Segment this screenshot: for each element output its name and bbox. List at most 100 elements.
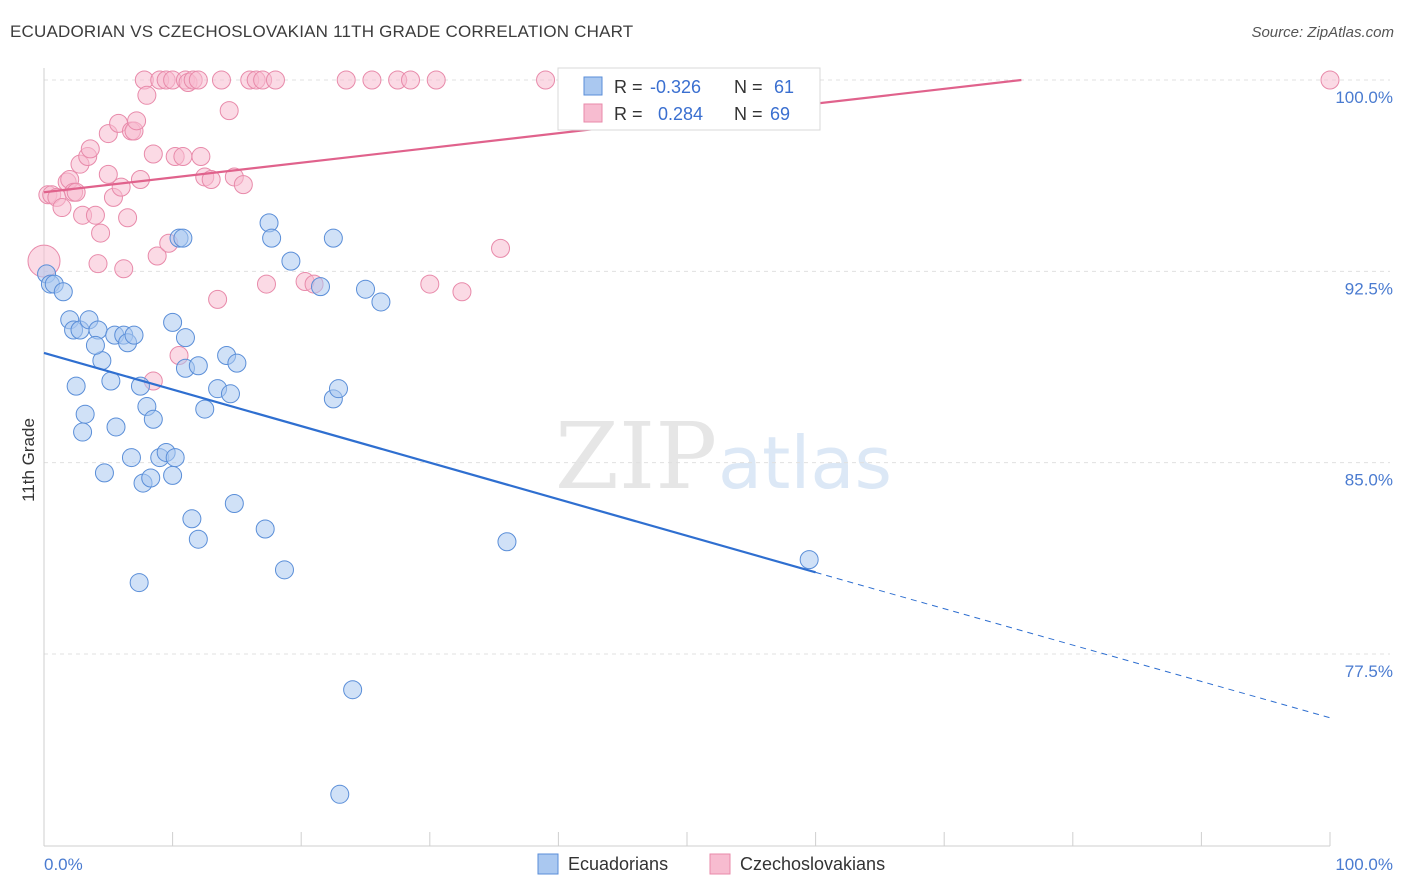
ecuadorians-point (227, 353, 247, 373)
ecuadorians-point (356, 279, 375, 299)
czechoslovakians-point (173, 147, 193, 167)
czechoslovakians-point (426, 70, 446, 90)
ecuadorians-point (106, 417, 126, 437)
czechoslovakians-point (143, 144, 163, 164)
czechoslovakians-point (452, 282, 472, 302)
czechoslovakians-point (85, 205, 105, 225)
czechoslovakians-point (127, 111, 147, 131)
czechoslovakians-point (52, 198, 72, 218)
ecuadorians-point (163, 465, 183, 485)
stats-n-ecuadorians: 61 (774, 77, 794, 97)
czechoslovakians-point (233, 175, 253, 195)
czechoslovakians-point (111, 177, 131, 197)
ecuadorians-point (262, 228, 282, 248)
ecuadorians-point (173, 228, 193, 248)
y-axis-label: 11th Grade (19, 418, 38, 502)
czechoslovakians-point (336, 70, 356, 90)
trend-lines (43, 78, 1331, 719)
ecuadorians-point (310, 277, 330, 297)
ecuadorians-point (163, 312, 183, 332)
stats-swatch-czechoslovakians (583, 103, 603, 123)
ecuadorians-point (175, 328, 195, 348)
ecuadorians-point (141, 468, 161, 488)
ecuadorians-point (53, 282, 73, 302)
czechoslovakians-point (219, 101, 239, 121)
czechoslovakians-trend-line (43, 78, 1022, 194)
y-tick-labels: 100.0% 92.5% 85.0% 77.5% (1335, 88, 1393, 681)
ecuadorians-point (371, 292, 391, 312)
ecuadorians-point (66, 376, 86, 396)
stats-r-czechoslovakians: 0.284 (658, 104, 703, 124)
czechoslovakians-point (147, 246, 167, 266)
stats-box: R = -0.326 N = 61 R = 0.284 N = 69 (557, 67, 821, 131)
czechoslovakians-point (118, 208, 138, 228)
y-tick-label-2: 85.0% (1345, 471, 1393, 490)
ecuadorians-point (94, 463, 114, 483)
legend-swatch-czechoslovakians (709, 853, 731, 875)
ecuadorians-point (281, 251, 301, 271)
y-tick-label-1: 92.5% (1345, 279, 1393, 298)
chart-title: ECUADORIAN VS CZECHOSLOVAKIAN 11TH GRADE… (10, 22, 634, 41)
stats-n-label-ecuadorians: N = (734, 77, 763, 97)
watermark-zip: ZIP (555, 403, 717, 510)
y-tick-label-3: 77.5% (1345, 662, 1393, 681)
ecuadorians-point (195, 399, 215, 419)
ecuadorians-point (799, 550, 819, 570)
ecuadorians-point (129, 573, 149, 593)
czechoslovakians-point (265, 70, 285, 90)
legend-swatch-ecuadorians (537, 853, 559, 875)
czechoslovakians-point (88, 254, 108, 274)
ecuadorians-point (274, 560, 294, 580)
ecuadorians-point (328, 379, 348, 399)
czechoslovakians-point (256, 274, 276, 294)
stats-swatch-ecuadorians (583, 76, 603, 96)
ecuadorians-point (220, 384, 240, 404)
stats-r-label-czechoslovakians: R = (614, 104, 643, 124)
legend: Ecuadorians Czechoslovakians (537, 853, 885, 875)
czechoslovakians-point (80, 139, 100, 159)
czechoslovakians-point (201, 169, 221, 189)
source-credit: Source: ZipAtlas.com (1251, 24, 1394, 41)
ecuadorians-point (75, 404, 95, 424)
ecuadorians-point (143, 409, 163, 429)
ecuadorians-point (224, 493, 244, 513)
czechoslovakians-point (208, 289, 228, 309)
ecuadorians-trend-extension (815, 571, 1331, 719)
x-tick-marks (43, 832, 1331, 846)
watermark: ZIP atlas (555, 403, 892, 510)
legend-label-ecuadorians: Ecuadorians (568, 854, 668, 874)
stats-r-ecuadorians: -0.326 (650, 77, 701, 97)
czechoslovakians-point (401, 70, 421, 90)
x-tick-label-max: 100.0% (1335, 855, 1393, 874)
czechoslovakians-point (211, 70, 231, 90)
ecuadorians-point (497, 532, 517, 552)
stats-r-label-ecuadorians: R = (614, 77, 643, 97)
czechoslovakians-point (536, 70, 556, 90)
ecuadorians-point (121, 448, 141, 468)
ecuadorians-point (124, 325, 144, 345)
czechoslovakians-point (191, 147, 211, 167)
czechoslovakians-point (491, 238, 511, 258)
y-tick-label-0: 100.0% (1335, 88, 1393, 107)
ecuadorians-point (188, 529, 208, 549)
ecuadorians-point (188, 356, 208, 376)
series-ecuadorians (37, 213, 819, 804)
x-tick-label-min: 0.0% (44, 855, 83, 874)
gridlines (44, 79, 1390, 655)
czechoslovakians-point (188, 70, 208, 90)
czechoslovakians-point (362, 70, 382, 90)
ecuadorians-point (165, 448, 185, 468)
legend-label-czechoslovakians: Czechoslovakians (740, 854, 885, 874)
ecuadorians-point (330, 784, 350, 804)
czechoslovakians-point (66, 182, 86, 202)
ecuadorians-point (255, 519, 275, 539)
czechoslovakians-point (114, 259, 134, 279)
ecuadorians-point (73, 422, 93, 442)
ecuadorians-point (182, 509, 202, 529)
czechoslovakians-point (420, 274, 440, 294)
stats-n-czechoslovakians: 69 (770, 104, 790, 124)
czechoslovakians-point (98, 164, 118, 184)
stats-n-label-czechoslovakians: N = (734, 104, 763, 124)
czechoslovakians-point (1320, 70, 1340, 90)
